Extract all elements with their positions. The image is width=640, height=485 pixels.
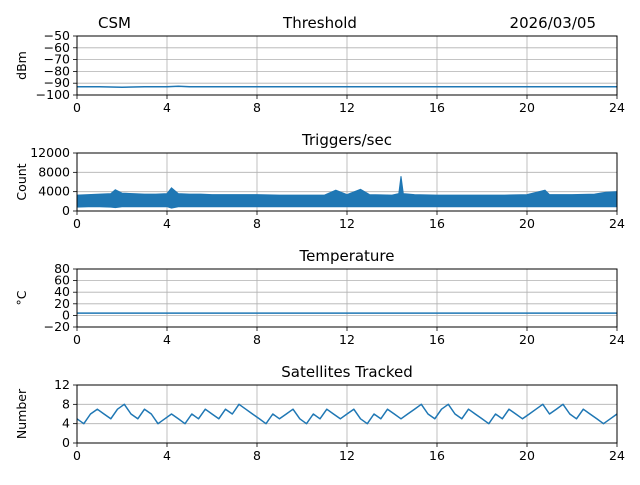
chart-title: Temperature [298,247,394,265]
chart-panel-1: 0 4 8 12 16 20 24 −50−60−70−80−90−100 dBm [14,28,625,115]
x-tick-label: 4 [163,216,171,231]
chart-title: Satellites Tracked [281,363,412,381]
x-tick-label: 16 [429,216,445,231]
x-tick-label: 0 [73,448,81,463]
x-tick-label: 12 [339,100,355,115]
x-tick-label: 20 [519,100,535,115]
series-line-1 [77,85,617,89]
x-tick-label: 0 [73,100,81,115]
x-tick-label: 4 [163,100,171,115]
x-tick-label: 16 [429,332,445,347]
y-tick-label: 80 [54,261,70,276]
y-tick-label: 8 [62,396,70,411]
x-tick-label: 12 [339,332,355,347]
y-tick-label: 0 [62,307,70,322]
y-tick-label: −100 [36,87,70,102]
chart-title: Triggers/sec [301,131,392,149]
x-tick-label: 20 [519,448,535,463]
panels-group: 0 4 8 12 16 20 24 −50−60−70−80−90−100 dBm 0 4 8 12 16… [14,28,625,463]
y-tick-label: 4 [62,416,70,431]
y-tick-label: −20 [44,319,70,334]
y-tick-label: 12000 [30,145,70,160]
y-tick-label: 12 [54,377,70,392]
x-tick-label: 8 [253,216,261,231]
x-tick-label: 4 [163,448,171,463]
x-tick-label: 12 [339,448,355,463]
y-tick-label: −50 [44,28,70,43]
x-tick-label: 8 [253,332,261,347]
x-tick-label: 16 [429,448,445,463]
x-tick-label: 4 [163,332,171,347]
y-tick-label: −90 [44,75,70,90]
y-axis-label: Number [14,388,29,439]
x-tick-label: 8 [253,448,261,463]
y-tick-label: 8000 [38,164,70,179]
x-tick-label: 20 [519,216,535,231]
x-tick-label: 16 [429,100,445,115]
y-tick-label: −80 [44,63,70,78]
chart-panel-4: 0 4 8 12 16 20 24 0 4 8 12 Number Satellites Tracked [14,363,625,463]
y-tick-label: −60 [44,40,70,55]
y-tick-label: 40 [54,284,70,299]
y-tick-label: 60 [54,273,70,288]
x-tick-label: 24 [609,448,625,463]
x-tick-label: 0 [73,216,81,231]
y-tick-label: 20 [54,296,70,311]
x-tick-label: 20 [519,332,535,347]
y-axis-label: °C [14,290,29,305]
series-line-1 [76,403,618,425]
y-tick-label: 0 [62,203,70,218]
y-tick-label: 4000 [38,184,70,199]
y-tick-label: −70 [44,52,70,67]
header-right: 2026/03/05 [510,14,596,32]
x-tick-label: 0 [73,332,81,347]
header-left: CSM [98,14,131,32]
x-tick-label: 24 [609,332,625,347]
x-tick-label: 24 [609,100,625,115]
y-axis-label: Count [14,163,29,200]
x-tick-label: 24 [609,216,625,231]
x-tick-label: 8 [253,100,261,115]
y-tick-label: 0 [62,435,70,450]
y-axis-label: dBm [14,51,29,80]
header-center: Threshold [282,14,357,32]
x-tick-label: 12 [339,216,355,231]
